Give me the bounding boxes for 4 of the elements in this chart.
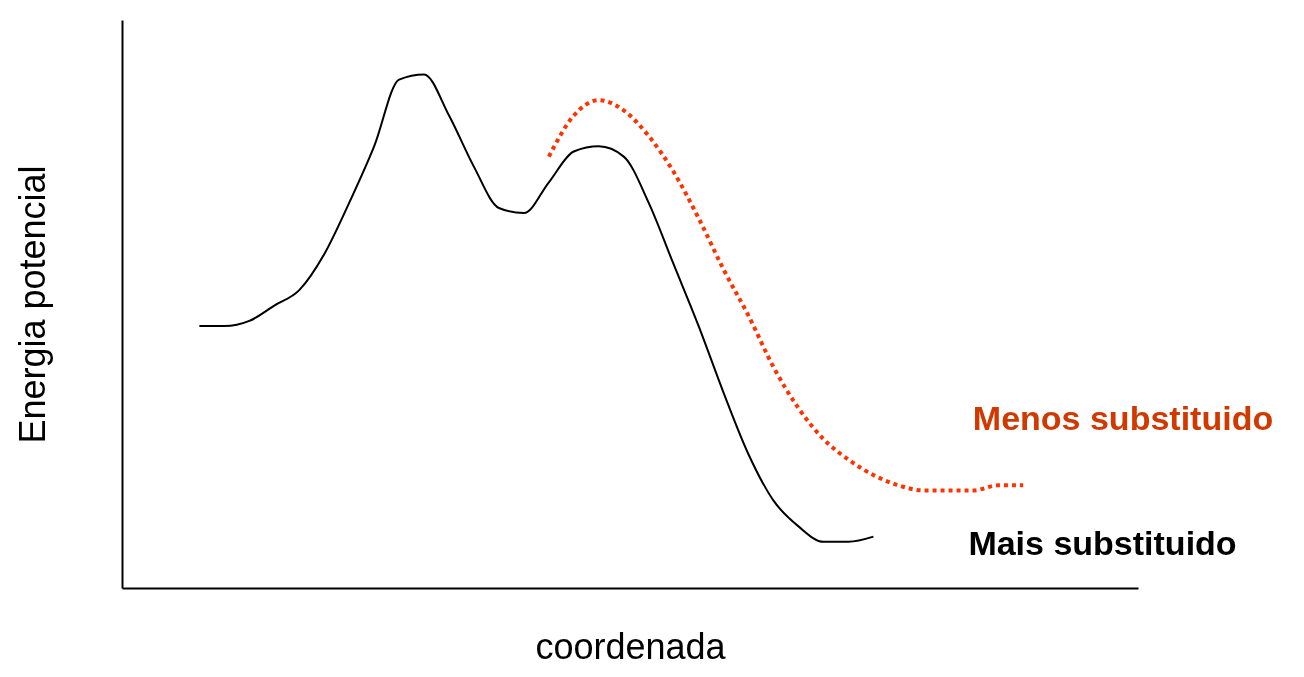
text: Mais substituido — [968, 523, 1237, 562]
y-axis-title: Energia potencial — [11, 165, 53, 444]
series-label: Menos substituido — [972, 399, 1274, 438]
x-axis-title: coordenada — [535, 625, 727, 667]
